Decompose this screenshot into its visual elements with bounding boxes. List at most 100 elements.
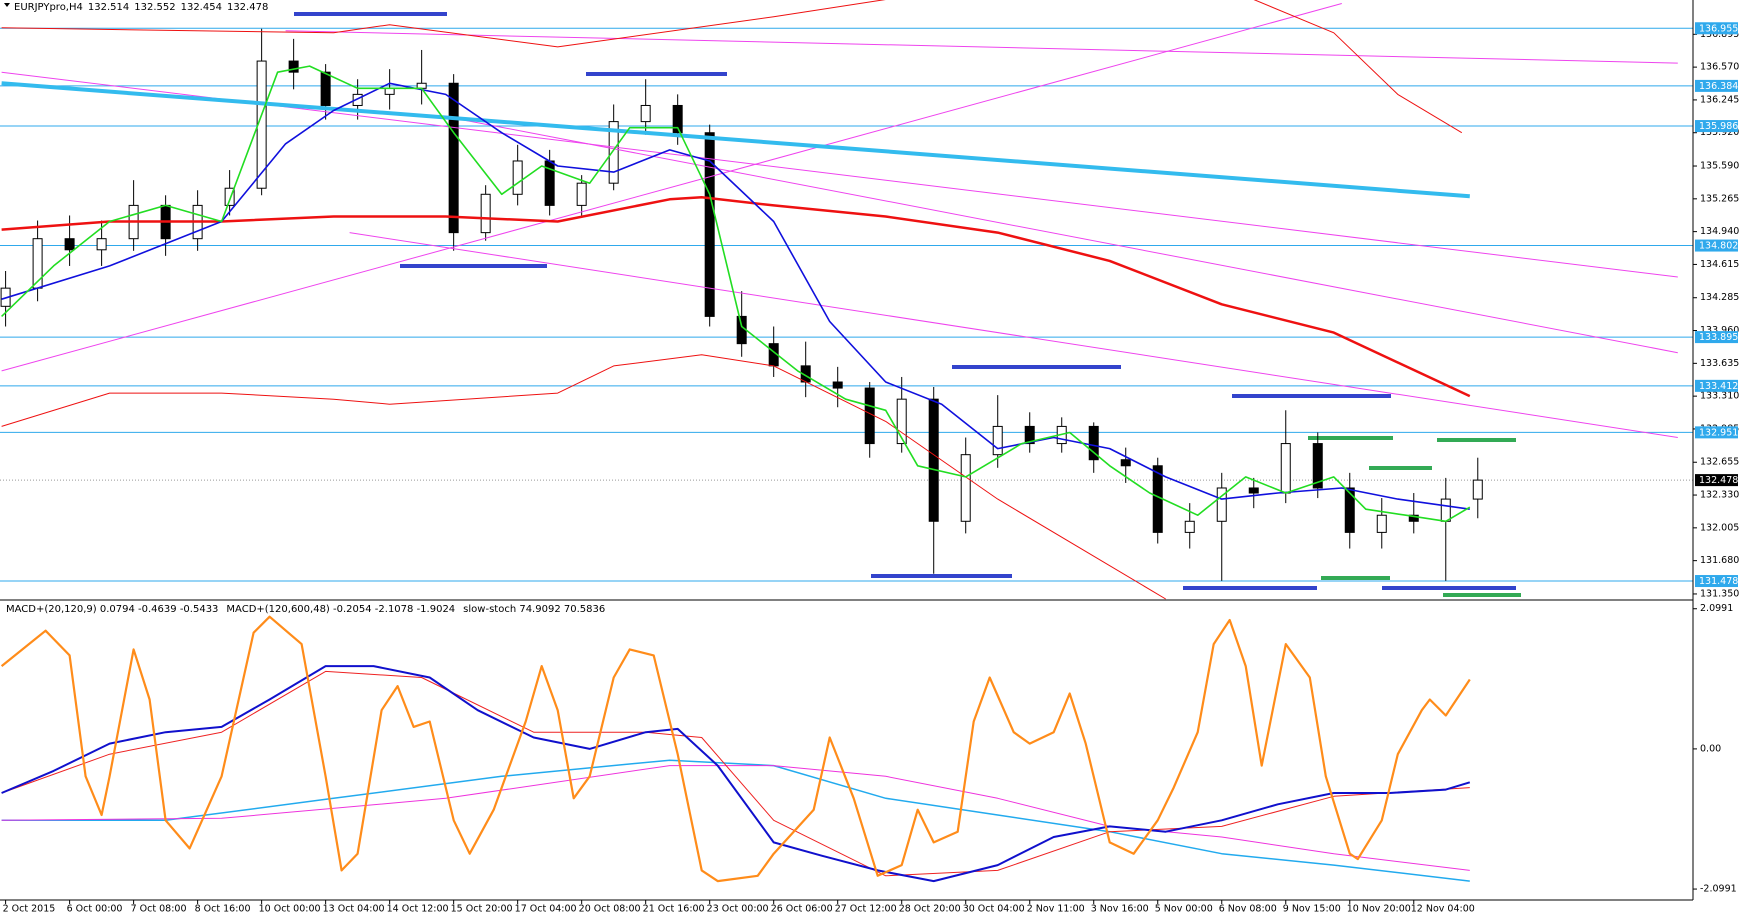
x-tick-label: 20 Oct 08:00: [579, 904, 641, 915]
candle-body: [96, 238, 107, 251]
x-tick-label: 14 Oct 12:00: [387, 904, 449, 915]
overlay-line: [1, 3, 1342, 372]
overlay-line: [1, 81, 1470, 199]
candle-body: [704, 132, 715, 317]
candle-body: [64, 238, 75, 251]
candle-body: [1440, 498, 1451, 522]
drawn-markers: [294, 12, 1521, 597]
level-label-box: [1695, 474, 1738, 487]
y-tick-label: 135.265: [1700, 193, 1739, 204]
x-tick-label: 5 Nov 00:00: [1155, 904, 1213, 915]
x-tick-label: 21 Oct 16:00: [643, 904, 705, 915]
open-value: 132.514: [87, 2, 130, 13]
y-tick-label: 135.590: [1700, 161, 1739, 172]
level-label-box: [1695, 426, 1738, 439]
candle-body: [1312, 443, 1323, 489]
candle-body: [960, 454, 971, 522]
x-tick-label: 3 Nov 16:00: [1091, 904, 1149, 915]
candle-body: [608, 121, 619, 184]
marker-bar: [1183, 586, 1317, 590]
overlay-line: [349, 232, 1678, 438]
x-tick-label: 6 Nov 08:00: [1219, 904, 1277, 915]
y-tick-label: 133.635: [1700, 358, 1739, 369]
overlay-line: [1, 196, 1471, 398]
level-label: 135.986: [1699, 121, 1738, 132]
candle-body: [1344, 487, 1355, 533]
panel: [0, 615, 1471, 883]
overlay-line: [445, 116, 1678, 354]
overlay-line: [1, 0, 886, 48]
x-tick-label: 26 Oct 06:00: [771, 904, 833, 915]
marker-bar: [294, 12, 447, 16]
candle-body: [896, 398, 907, 445]
marker-bar: [1382, 586, 1516, 590]
candle-body: [1408, 514, 1419, 522]
candle-body: [928, 398, 939, 522]
y-tick-label: 135.920: [1700, 127, 1739, 138]
indicator-line: [1, 765, 1470, 871]
y-tick-label: 134.940: [1700, 226, 1739, 237]
x-tick-label: 2 Nov 11:00: [1027, 904, 1085, 915]
candle-body: [672, 104, 683, 134]
x-tick-label: 28 Oct 20:00: [899, 904, 961, 915]
overlay-line: [1253, 0, 1463, 134]
level-label-box: [1695, 120, 1738, 133]
close-value: 132.478: [226, 2, 269, 13]
candle-body: [288, 60, 299, 73]
overlay-line: [285, 30, 1678, 64]
candle-body: [480, 193, 491, 234]
candle-body: [1376, 514, 1387, 533]
y-tick-label: 136.895: [1700, 29, 1739, 40]
indicator-line: [1, 759, 1470, 882]
chart-header: EURJPYpro,H4 132.514 132.552 132.454 132.478: [14, 2, 273, 13]
indicator-text: slow-stoch 74.9092 70.5836: [463, 604, 606, 615]
candle-body: [864, 387, 875, 445]
x-tick-label: 8 Oct 16:00: [195, 904, 251, 915]
x-tick-label: 27 Oct 12:00: [835, 904, 897, 915]
marker-bar: [1321, 576, 1390, 580]
candle-body: [384, 87, 395, 95]
x-tick-label: 13 Oct 04:00: [323, 904, 385, 915]
y-tick-label: 131.350: [1700, 588, 1739, 599]
y-tick-label: 0.00: [1700, 743, 1721, 754]
x-tick-label: 7 Oct 08:00: [131, 904, 187, 915]
level-label: 136.955: [1699, 23, 1738, 34]
candle-body: [1120, 459, 1131, 467]
y-tick-label: -2.0991: [1700, 884, 1737, 895]
level-label-box: [1695, 575, 1738, 588]
x-tick-label: 10 Nov 20:00: [1347, 904, 1411, 915]
candle-body: [448, 82, 459, 234]
candle-body: [320, 71, 331, 106]
y-tick-label: 133.310: [1700, 391, 1739, 402]
y-tick-label: 136.245: [1700, 94, 1739, 105]
y-tick-label: 134.285: [1700, 292, 1739, 303]
candle-body: [512, 160, 523, 195]
candle-body: [1248, 487, 1259, 494]
marker-bar: [871, 574, 1012, 578]
level-label: 131.478: [1699, 576, 1738, 587]
overlay-line: [1, 82, 1470, 510]
candle-body: [736, 315, 747, 345]
marker-bar: [1232, 394, 1391, 398]
indicator-line: [0, 615, 1471, 883]
x-tick-label: 2 Oct 2015: [3, 904, 56, 915]
level-label: 133.412: [1699, 381, 1738, 392]
x-tick-label: 9 Nov 15:00: [1283, 904, 1341, 915]
y-tick-label: 136.570: [1700, 62, 1739, 73]
y-tick-label: 132.330: [1700, 490, 1739, 501]
y-tick-label: 132.005: [1700, 522, 1739, 533]
x-tick-label: 6 Oct 00:00: [67, 904, 123, 915]
marker-bar: [400, 264, 547, 268]
candle-body: [1024, 425, 1035, 445]
y-tick-label: 132.655: [1700, 457, 1739, 468]
y-tick-label: 131.680: [1700, 555, 1739, 566]
candle-body: [576, 182, 587, 206]
x-tick-label: 17 Oct 04:00: [515, 904, 577, 915]
x-tick-label: 23 Oct 00:00: [707, 904, 769, 915]
marker-bar: [1369, 466, 1432, 470]
indicator-legend: MACD+(20,120,9) 0.0794 -0.4639 -0.5433 MA…: [6, 604, 613, 615]
